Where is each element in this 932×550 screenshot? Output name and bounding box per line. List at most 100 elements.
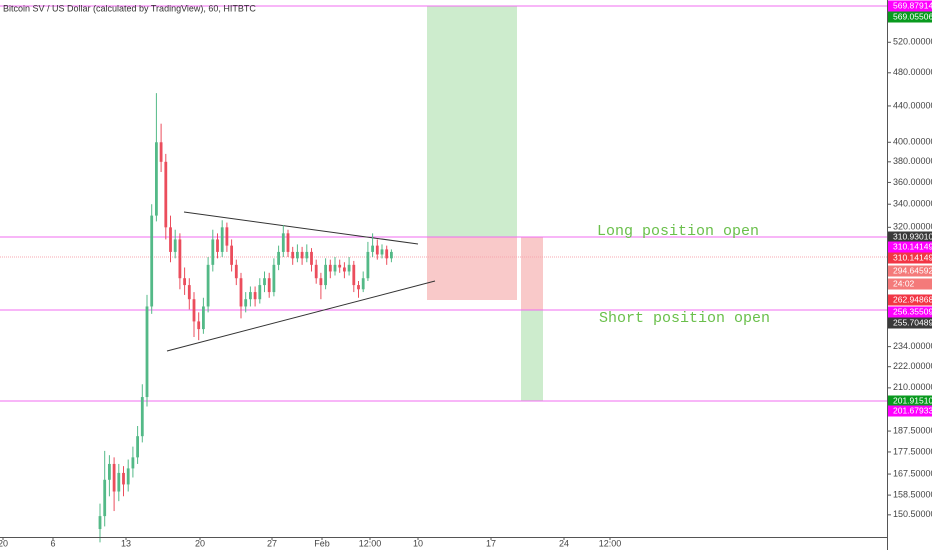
time-tick-label: 24	[559, 538, 569, 548]
price-tick-label: 210.000000	[893, 382, 932, 392]
short-target-zone	[521, 310, 543, 401]
price-label: 255.704895	[893, 317, 932, 327]
candle-body	[112, 463, 116, 492]
candle-body	[206, 264, 210, 307]
time-tick-label: 17	[486, 538, 496, 548]
candle-body	[140, 397, 144, 437]
price-tick-label: 177.500000	[893, 446, 932, 456]
price-tick-label: 158.500000	[893, 489, 932, 499]
candle-body	[197, 321, 201, 330]
candle-body	[375, 245, 379, 255]
price-tick-label: 340.000000	[893, 199, 932, 209]
price-label-box	[888, 405, 932, 417]
candle-body	[244, 299, 248, 307]
candle-body	[258, 285, 262, 300]
candle-body	[220, 227, 224, 252]
candle-body	[103, 479, 107, 517]
price-label-box	[888, 306, 932, 318]
price-label: 569.055061	[893, 11, 932, 21]
annotation: Short position open	[599, 310, 770, 327]
candle-body	[145, 306, 149, 398]
candle-body	[296, 251, 299, 259]
price-label: 310.141491	[893, 252, 932, 262]
candle-body	[249, 292, 252, 300]
candle-body	[366, 251, 370, 279]
candle-body	[136, 436, 139, 458]
price-tick-label: 167.500000	[893, 468, 932, 478]
candle-body	[371, 245, 374, 252]
price-label: 310.930107	[893, 231, 932, 241]
candle-body	[343, 267, 346, 272]
candle-body	[108, 463, 111, 480]
short-stop-zone	[521, 237, 543, 310]
price-tick-label: 440.000000	[893, 100, 932, 110]
long-stop-zone	[427, 237, 517, 300]
price-label-box	[888, 11, 932, 23]
candle-body	[126, 468, 130, 485]
long-target-zone	[427, 6, 517, 237]
price-label: 201.679335	[893, 405, 932, 415]
candle-body	[122, 472, 125, 485]
candle-body	[310, 251, 313, 265]
candle-body	[155, 142, 158, 216]
time-tick-label: Feb	[314, 538, 330, 548]
candles	[98, 93, 393, 543]
candle-body	[239, 278, 243, 307]
price-label-box	[888, 231, 932, 243]
time-tick-label: 13	[121, 538, 131, 548]
candle-body	[277, 251, 280, 265]
candle-body	[333, 264, 337, 272]
price-label-box	[888, 265, 932, 277]
price-label: 569.879142	[893, 0, 932, 10]
time-tick-label: 10	[413, 538, 423, 548]
chart-title: Bitcoin SV / US Dollar (calculated by Tr…	[3, 3, 256, 13]
candle-body	[267, 278, 271, 293]
candle-body	[253, 292, 257, 300]
candle-body	[211, 239, 215, 265]
candle-body	[159, 142, 163, 162]
time-tick-label: 12:00	[359, 538, 382, 548]
candle-body	[390, 251, 393, 259]
candle-body	[380, 249, 384, 255]
candle-body	[291, 251, 295, 259]
time-tick-label: 27	[267, 538, 277, 548]
candle-body	[352, 264, 356, 286]
candle-body	[98, 516, 102, 530]
candle-body	[347, 264, 351, 272]
candle-body	[263, 278, 266, 286]
price-label-box	[888, 278, 932, 290]
price-tick-label: 520.000000	[893, 37, 932, 47]
price-label-box	[888, 294, 932, 306]
price-tick-label: 380.000000	[893, 156, 932, 166]
time-tick-label: 20	[0, 538, 8, 548]
candle-body	[328, 264, 332, 272]
annotation: Long position open	[597, 223, 759, 240]
candle-body	[225, 227, 229, 246]
price-tick-label: 187.500000	[893, 425, 932, 435]
price-label: 201.915104	[893, 395, 932, 405]
candle-body	[272, 264, 276, 293]
price-tick-label: 150.500000	[893, 509, 932, 519]
candle-body	[202, 306, 205, 330]
price-tick-label: 234.000000	[893, 341, 932, 351]
candle-body	[305, 251, 309, 259]
candle-body	[338, 264, 342, 268]
candle-body	[319, 278, 323, 286]
candle-body	[234, 264, 238, 279]
price-label: 294.645920	[893, 265, 932, 275]
candle-body	[385, 249, 389, 259]
price-label: 310.141491	[893, 241, 932, 251]
trend-line	[166, 280, 436, 352]
candle-body	[300, 251, 304, 259]
candle-body	[192, 299, 196, 322]
candle-body	[216, 239, 219, 252]
price-tick-label: 480.000000	[893, 67, 932, 77]
candle-body	[131, 457, 135, 469]
candle-body	[164, 161, 168, 228]
candle-body	[178, 239, 182, 279]
candle-body	[357, 285, 360, 290]
candle-body	[230, 245, 233, 265]
price-label-box	[888, 241, 932, 253]
price-tick-label: 360.000000	[893, 177, 932, 187]
